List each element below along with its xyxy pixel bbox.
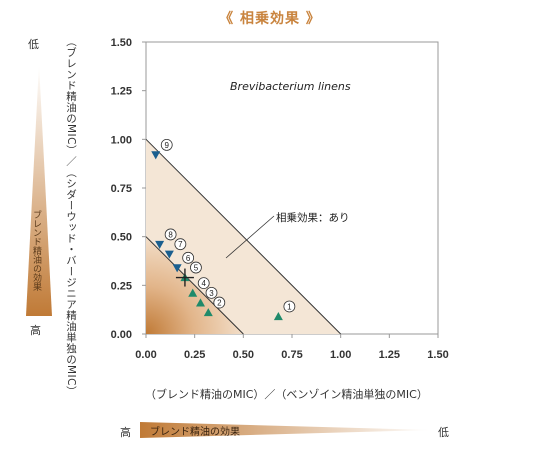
x-tick-label: 0.75	[281, 349, 302, 361]
x-tick-label: 0.25	[184, 349, 205, 361]
point-label-5: 5	[194, 264, 199, 273]
point-label-3: 3	[209, 289, 214, 298]
y-tick-label: 0.00	[111, 329, 132, 341]
point-label-circle-7	[174, 238, 187, 251]
point-label-circle-9	[160, 139, 173, 151]
data-point-1	[273, 311, 283, 321]
point-label-circle-5	[190, 261, 202, 274]
y-axis-title: （ブレンド精油のMIC）／（シダーウッド・バージニア精油単独のMIC）	[65, 36, 77, 397]
point-label-7: 7	[178, 240, 183, 249]
data-point-2	[203, 308, 213, 317]
y-tick-label: 1.00	[111, 134, 132, 146]
chart-species-title: Brevibacterium linens	[230, 80, 351, 93]
y-tick-label: 1.25	[111, 86, 132, 98]
point-label-9: 9	[165, 141, 170, 150]
left-effect-gradient-bar	[26, 64, 52, 316]
point-label-4: 4	[201, 279, 206, 288]
y-tick-label: 1.50	[111, 37, 132, 49]
bottom-scale-low-label: 低	[438, 426, 449, 439]
data-point-8	[155, 240, 165, 249]
point-label-circle-3	[205, 286, 218, 299]
data-point-9	[151, 151, 161, 160]
data-point-3	[196, 298, 206, 307]
data-point-7	[164, 250, 174, 259]
point-label-circle-2	[213, 296, 226, 309]
x-tick-label: 0.00	[135, 349, 156, 361]
x-tick-label: 0.50	[233, 349, 254, 361]
synergy-annotation: 相乗効果：あり	[276, 212, 350, 224]
point-label-2: 2	[217, 299, 222, 308]
annotation-leader-line	[225, 215, 275, 259]
reference-line-2	[145, 236, 244, 335]
bottom-scale-high-label: 高	[120, 426, 131, 439]
y-tick-label: 0.25	[111, 280, 132, 292]
point-label-8: 8	[168, 230, 173, 239]
x-tick-label: 1.50	[427, 349, 448, 361]
point-label-6: 6	[186, 254, 191, 263]
page-title: 《 相乗効果 》	[219, 11, 321, 27]
data-point-6	[172, 264, 182, 273]
x-axis-title: （ブレンド精油のMIC）／（ベンゾイン精油単独のMIC）	[145, 388, 428, 401]
left-scale-high-label: 高	[30, 324, 41, 337]
left-scale-low-label: 低	[28, 38, 39, 51]
point-label-circle-4	[197, 277, 210, 290]
x-tick-label: 1.00	[330, 349, 351, 361]
point-label-circle-1	[283, 300, 296, 313]
bottom-scale-bar-label: ブレンド精油の効果	[150, 427, 240, 438]
data-point-4	[188, 288, 198, 297]
point-label-circle-8	[164, 228, 177, 241]
y-tick-label: 0.50	[111, 232, 132, 244]
point-label-circle-6	[182, 251, 195, 264]
reference-line-1	[145, 138, 342, 335]
bottom-effect-gradient-bar	[140, 422, 432, 438]
left-scale-bar-label: ブレンド精油の効果	[31, 210, 41, 291]
x-tick-label: 1.25	[379, 349, 400, 361]
y-tick-label: 0.75	[111, 183, 132, 195]
point-label-1: 1	[287, 302, 292, 311]
